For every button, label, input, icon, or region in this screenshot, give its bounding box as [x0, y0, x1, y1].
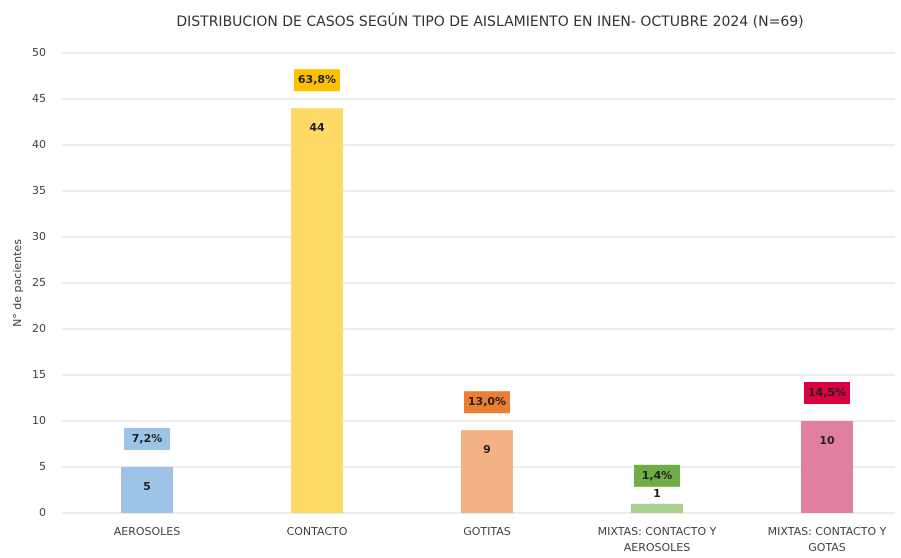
count-label: 9 — [483, 443, 491, 456]
x-tick-label: MIXTAS: CONTACTO Y GOTAS — [768, 525, 887, 554]
y-tick-label: 40 — [32, 138, 46, 151]
percent-label: 1,4% — [642, 469, 673, 482]
y-tick-label: 35 — [32, 184, 46, 197]
bar — [461, 430, 513, 513]
x-tick-label: AEROSOLES — [114, 525, 180, 538]
x-tick-label: CONTACTO — [287, 525, 348, 538]
y-tick-label: 15 — [32, 368, 46, 381]
chart-title: DISTRIBUCION DE CASOS SEGÚN TIPO DE AISL… — [176, 12, 803, 30]
y-tick-label: 10 — [32, 414, 46, 427]
percent-label-box — [804, 382, 850, 404]
y-tick-label: 20 — [32, 322, 46, 335]
y-tick-label: 50 — [32, 46, 46, 59]
bar — [291, 108, 343, 513]
x-tick-label: GOTITAS — [463, 525, 511, 538]
percent-label: 7,2% — [132, 432, 163, 445]
bar — [121, 467, 173, 513]
bar — [631, 503, 683, 513]
y-tick-label: 30 — [32, 230, 46, 243]
percent-label-box — [124, 428, 170, 450]
percent-label: 63,8% — [298, 73, 336, 86]
percent-label-box — [464, 391, 510, 414]
x-tick-label: MIXTAS: CONTACTO Y AEROSOLES — [598, 525, 717, 554]
y-tick-label: 0 — [39, 506, 46, 519]
y-tick-label: 45 — [32, 92, 46, 105]
count-label: 5 — [143, 480, 151, 493]
percent-label-box — [294, 69, 340, 92]
count-label: 10 — [819, 434, 835, 447]
count-label: 1 — [653, 487, 661, 500]
percent-label: 14,5% — [808, 386, 846, 399]
y-tick-label: 5 — [39, 460, 46, 473]
percent-label-box — [634, 464, 680, 487]
percent-label: 13,0% — [468, 395, 506, 408]
count-label: 44 — [309, 121, 325, 134]
bar — [801, 421, 853, 513]
y-tick-label: 25 — [32, 276, 46, 289]
y-axis-label: N° de pacientes — [11, 239, 24, 327]
